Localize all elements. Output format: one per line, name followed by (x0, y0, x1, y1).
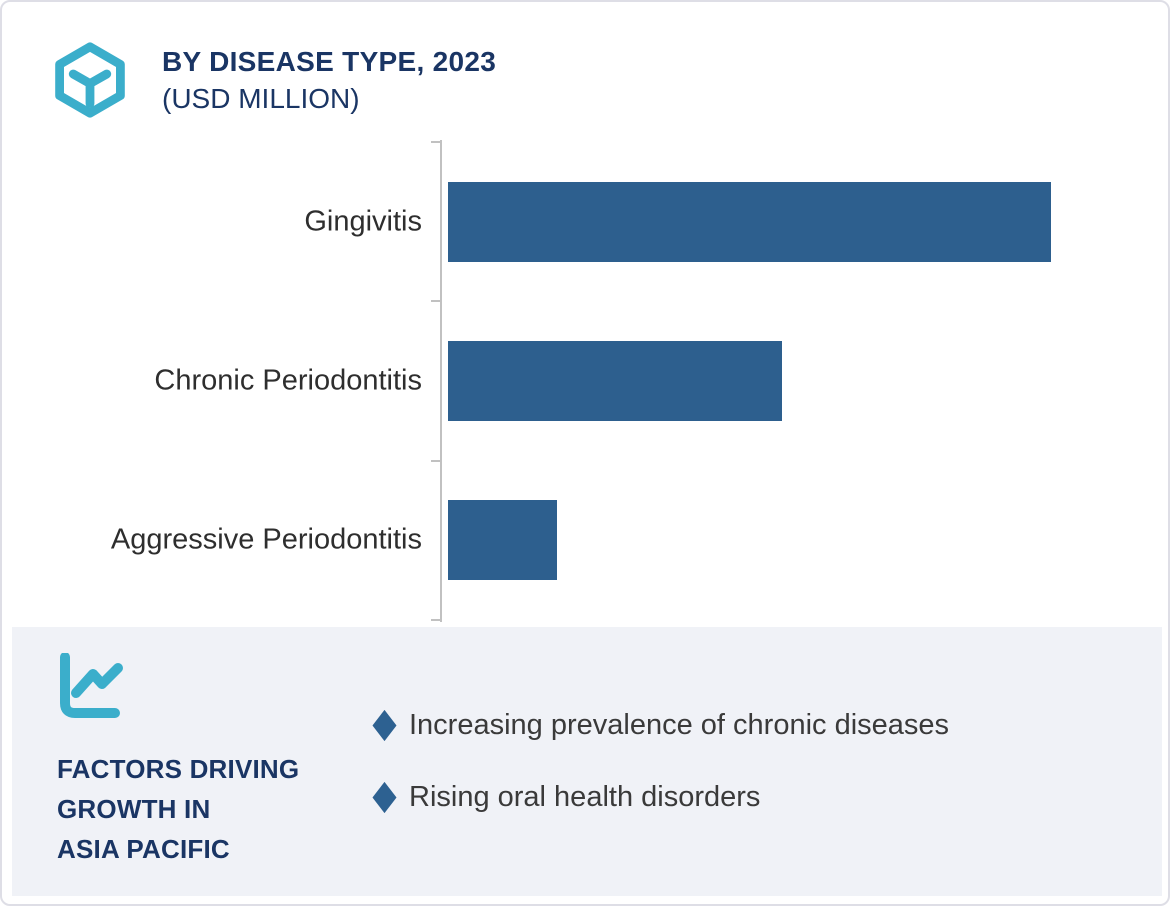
factors-title: FACTORS DRIVING GROWTH IN ASIA PACIFIC (57, 754, 300, 864)
diamond-bullet-icon (372, 709, 397, 741)
axis-tick (431, 459, 440, 462)
chart-header-text: BY DISEASE TYPE, 2023 (USD MILLION) (162, 42, 496, 118)
axis-tick (431, 141, 440, 143)
bar-aggressive-periodontitis (448, 500, 558, 581)
y-axis-line (440, 140, 442, 622)
category-label-chronic-periodontitis: Chronic Periodontitis (154, 364, 422, 397)
factor-item-text: Increasing prevalence of chronic disease… (409, 708, 950, 741)
chart-row-aggressive-periodontitis: Aggressive Periodontitis (2, 461, 1168, 620)
category-label-aggressive-periodontitis: Aggressive Periodontitis (110, 523, 422, 556)
chart-header: BY DISEASE TYPE, 2023 (USD MILLION) (50, 42, 496, 118)
axis-tick (431, 300, 440, 303)
bar-gingivitis (448, 181, 1051, 262)
factors-panel: FACTORS DRIVING GROWTH IN ASIA PACIFIC I… (12, 627, 1162, 896)
factor-item: Increasing prevalence of chronic disease… (368, 707, 949, 743)
factors-list: Increasing prevalence of chronic disease… (368, 707, 949, 851)
category-label-gingivitis: Gingivitis (304, 205, 422, 238)
diamond-bullet-icon (372, 781, 397, 813)
factor-item-text: Rising oral health disorders (409, 780, 761, 813)
chart-row-chronic-periodontitis: Chronic Periodontitis (2, 301, 1168, 460)
factor-item: Rising oral health disorders (368, 779, 949, 815)
hexagon-y-icon (50, 42, 130, 118)
chart-title: BY DISEASE TYPE, 2023 (162, 46, 497, 77)
chart-row-gingivitis: Gingivitis (2, 142, 1168, 301)
bar-chronic-periodontitis (448, 340, 783, 421)
chart-subtitle: (USD MILLION) (162, 83, 360, 114)
axis-tick (431, 619, 440, 621)
trend-line-icon (57, 653, 123, 719)
